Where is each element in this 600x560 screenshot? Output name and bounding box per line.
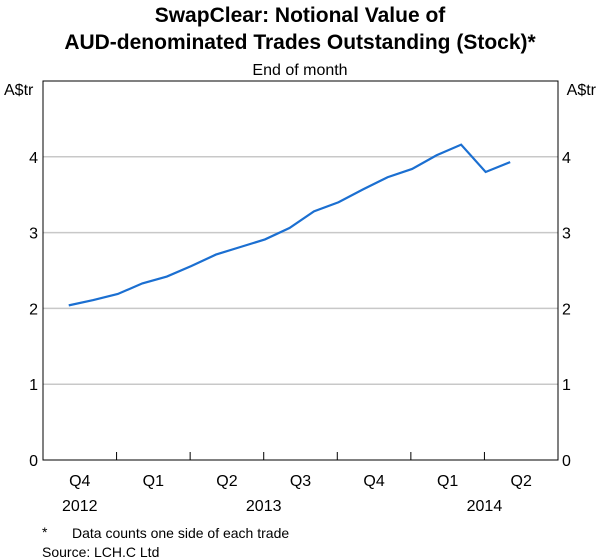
y-tick-label-right: 4 — [562, 150, 571, 167]
x-tick-label: Q2 — [216, 473, 237, 490]
y-tick-label-right: 2 — [562, 301, 571, 318]
y-tick-label-left: 1 — [29, 377, 38, 394]
y-tick-label-right: 3 — [562, 226, 571, 243]
y-axis-label-left: A$tr — [4, 82, 34, 99]
x-tick-label: Q1 — [143, 473, 164, 490]
y-tick-label-left: 2 — [29, 301, 38, 318]
x-tick-label: Q3 — [290, 473, 311, 490]
plot-frame — [42, 80, 559, 461]
source-text: LCH.C Ltd — [94, 544, 159, 560]
y-tick-label-left: 0 — [29, 453, 38, 470]
chart-title-line1: SwapClear: Notional Value of — [155, 4, 447, 27]
series-line — [68, 143, 511, 307]
y-axis-label-right: A$tr — [567, 82, 597, 99]
source-label: Source: — [42, 544, 90, 560]
chart-subtitle: End of month — [252, 62, 347, 79]
footnote-text: Data counts one side of each trade — [72, 525, 289, 541]
footnote-marker: * — [42, 524, 48, 540]
x-tick-label: Q1 — [437, 473, 458, 490]
y-tick-label-right: 1 — [562, 377, 571, 394]
chart-title-line2: AUD-denominated Trades Outstanding (Stoc… — [64, 31, 536, 54]
x-year-label: 2013 — [246, 498, 282, 515]
x-tick-label: Q4 — [363, 473, 384, 490]
x-tick-label: Q2 — [511, 473, 532, 490]
y-tick-label-left: 4 — [29, 150, 38, 167]
y-tick-label-right: 0 — [562, 453, 571, 470]
y-tick-label-left: 3 — [29, 226, 38, 243]
x-tick-label: Q4 — [69, 473, 90, 490]
x-year-label: 2012 — [62, 498, 98, 515]
x-year-label: 2014 — [467, 498, 503, 515]
